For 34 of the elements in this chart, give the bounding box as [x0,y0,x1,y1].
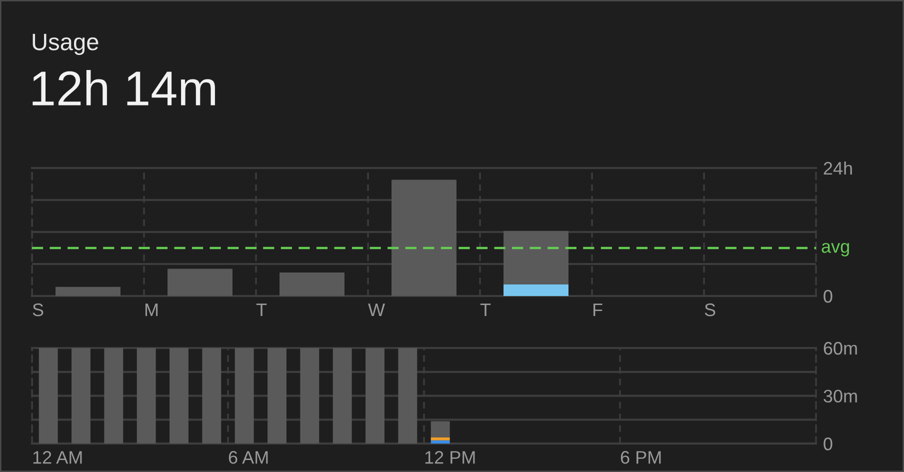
bar [234,348,254,444]
bar [136,348,156,444]
y-tick-label: 0 [824,290,832,303]
bar [72,348,90,444]
bar [202,348,222,444]
bar [366,348,384,444]
x-tick-label: S [704,303,716,316]
bar [430,440,450,444]
x-tick-label: S [32,303,44,316]
bar [38,348,58,444]
x-tick-label: W [368,304,385,316]
bar [268,348,286,444]
y-tick-label: 60m [824,342,857,355]
bar [430,421,450,438]
chart-subtitle: 12h 14m [32,70,215,106]
bar [430,437,450,440]
chart-title: Usage [32,34,98,56]
x-tick-label: M [145,304,158,316]
bar [104,348,124,444]
x-tick-label: 6 PM [620,451,661,464]
bar [300,348,320,444]
y-tick-label: 30m [824,390,857,403]
ref-line-label: avg [822,242,849,256]
bar [398,348,418,444]
x-tick-label: 12 AM [33,451,82,464]
bar [332,348,352,444]
x-tick-label: T [480,304,491,316]
x-tick-label: T [256,304,267,316]
x-tick-label: 6 AM [228,451,268,464]
x-tick-label: F [593,304,602,316]
x-tick-label: 12 PM [425,451,475,464]
y-tick-label: 24h [824,161,852,175]
bar [170,348,188,444]
y-tick-label: 0 [824,438,832,450]
